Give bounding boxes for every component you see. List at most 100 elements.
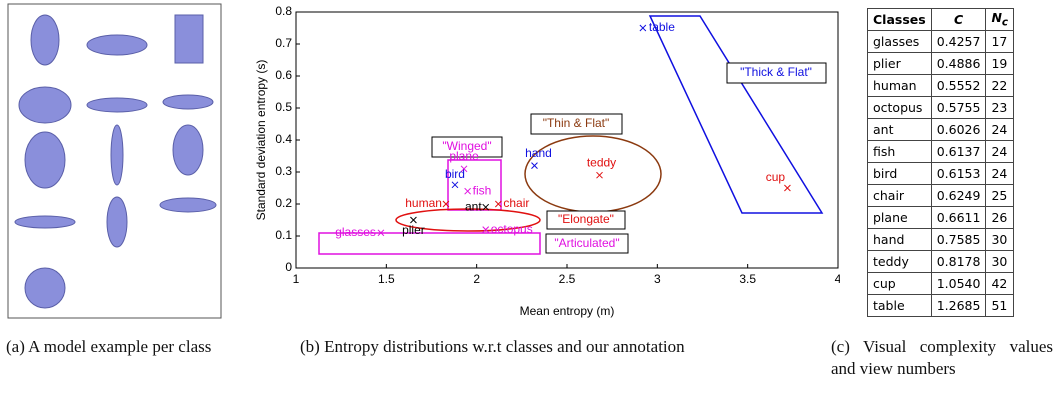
table-cell: 24	[985, 162, 1015, 185]
x-tick-label: 2.5	[559, 272, 576, 286]
point	[377, 229, 385, 237]
point	[442, 200, 450, 208]
table-cell: chair	[867, 184, 932, 207]
header-cell: C	[930, 8, 987, 31]
point-label: octopus	[491, 222, 533, 236]
caption-c: (c) Visual complexity values and view nu…	[831, 337, 1053, 378]
point	[494, 200, 502, 208]
table-row: plier 0.4886 19	[867, 52, 1015, 75]
table-cell: 0.7585	[930, 228, 987, 251]
annotation: "Thick & Flat"	[740, 65, 812, 79]
x-tick-label: 2	[473, 272, 480, 286]
table-cell: 0.6026	[930, 118, 987, 141]
y-axis-label: Standard deviation entropy (s)	[254, 60, 268, 221]
point-label: cup	[766, 170, 786, 184]
point	[482, 226, 490, 233]
header-text: N	[991, 10, 1002, 26]
y-tick-label: 0.6	[275, 68, 292, 82]
shape-icons	[14, 14, 217, 309]
table-cell: cup	[867, 272, 932, 295]
marker-stroke	[464, 187, 471, 195]
table-cell: 25	[985, 184, 1015, 207]
table-row: hand 0.7585 30	[867, 228, 1015, 251]
table-cell: table	[867, 294, 932, 317]
point-label: ant	[465, 199, 482, 213]
annotation: "Elongate"	[558, 212, 614, 226]
table-row: bird 0.6153 24	[867, 162, 1015, 185]
table-cell: 26	[985, 206, 1015, 229]
point-label: hand	[525, 146, 552, 160]
table-cell: 51	[985, 294, 1015, 317]
table-row: ant 0.6026 24	[867, 118, 1015, 141]
table-cell: 0.5552	[930, 74, 987, 97]
point	[531, 162, 538, 169]
table-row: glasses 0.4257 17	[867, 30, 1015, 53]
point-label: plane	[449, 149, 479, 163]
x-tick-label: 3	[654, 272, 661, 286]
table-cell: ant	[867, 118, 932, 141]
scatter-chart: "Thick & Flat" "Thin & Flat" "Winged" "E…	[254, 4, 840, 318]
table-cell: octopus	[867, 96, 932, 119]
marker-stroke	[377, 229, 385, 237]
table-row: fish 0.6137 24	[867, 140, 1015, 163]
annotation-boxes	[431, 62, 827, 254]
table-cell: 0.6137	[930, 140, 987, 163]
point-label: teddy	[587, 155, 616, 169]
table-row: teddy 0.8178 30	[867, 250, 1015, 273]
y-tick-label: 0.7	[275, 36, 292, 50]
y-tick-label: 0.8	[275, 4, 292, 18]
point	[451, 181, 459, 189]
marker-stroke	[451, 181, 459, 189]
table-cell: 0.6611	[930, 206, 987, 229]
marker-stroke	[410, 216, 417, 224]
y-tick-label: 0.1	[275, 228, 292, 242]
x-axis-label: Mean entropy (m)	[520, 304, 615, 318]
y-tick-label: 0.3	[275, 164, 292, 178]
x-tick-label: 3.5	[739, 272, 756, 286]
header-row: Classes C Nc	[867, 8, 1015, 31]
table-cell: bird	[867, 162, 932, 185]
header-cell: Nc	[985, 8, 1015, 31]
table-row: plane 0.6611 26	[867, 206, 1015, 229]
point-label: plier	[402, 223, 425, 237]
y-tick-label: 0.5	[275, 100, 292, 114]
annotation: "Articulated"	[554, 236, 619, 250]
table-cell: 42	[985, 272, 1015, 295]
annotation: "Thin & Flat"	[543, 116, 610, 130]
point-label: glasses	[335, 225, 376, 239]
point	[784, 184, 791, 192]
header-cell: Classes	[867, 8, 932, 31]
marker-stroke	[482, 226, 490, 233]
table-cell: 30	[985, 228, 1015, 251]
marker-stroke	[531, 162, 538, 169]
axes-frame	[295, 11, 839, 269]
table-cell: 0.6153	[930, 162, 987, 185]
table-row: octopus 0.5755 23	[867, 96, 1015, 119]
table-cell: 22	[985, 74, 1015, 97]
table-cell: 0.5755	[930, 96, 987, 119]
table-cell: 0.4257	[930, 30, 987, 53]
marker-stroke	[460, 165, 468, 173]
table-cell: 19	[985, 52, 1015, 75]
point-label: chair	[503, 196, 529, 210]
model-examples	[7, 3, 222, 319]
table-row: chair 0.6249 25	[867, 184, 1015, 207]
point-label: bird	[445, 167, 465, 181]
point	[460, 165, 468, 173]
y-tick-label: 0.4	[275, 132, 292, 146]
y-tick-label: 0	[285, 260, 292, 274]
table-cell: 0.6249	[930, 184, 987, 207]
complexity-table: Classes C Nc glasses 0.4257 17 plier 0.4886 19 hu…	[867, 8, 1015, 317]
table-cell: plane	[867, 206, 932, 229]
table-cell: 1.2685	[930, 294, 987, 317]
table-cell: hand	[867, 228, 932, 251]
table-cell: 0.8178	[930, 250, 987, 273]
table-cell: 17	[985, 30, 1015, 53]
table-cell: teddy	[867, 250, 932, 273]
point	[410, 216, 417, 224]
table-cell: 0.4886	[930, 52, 987, 75]
point	[639, 24, 647, 32]
table-cell: glasses	[867, 30, 932, 53]
annotation: "Winged"	[442, 139, 491, 153]
